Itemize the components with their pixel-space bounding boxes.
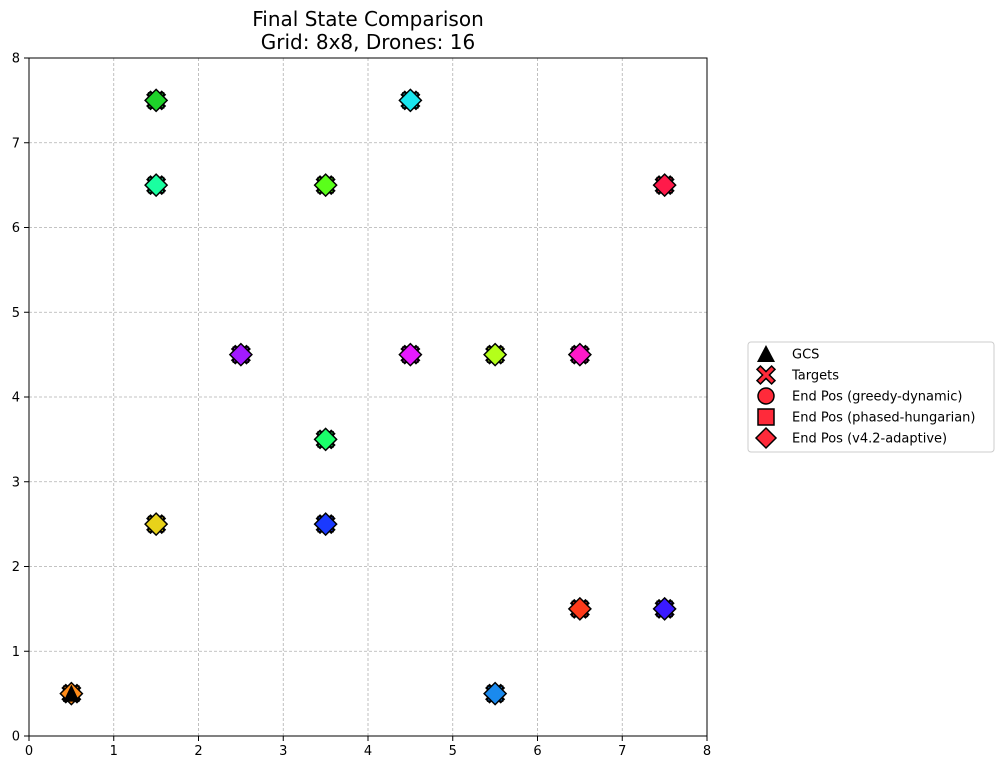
legend-label: End Pos (v4.2-adaptive) [792, 432, 947, 447]
gcs-marker [63, 684, 80, 702]
drone-marker-group [483, 342, 508, 367]
x-tick-label: 0 [25, 744, 33, 759]
drone-marker-group [228, 342, 253, 367]
y-tick-label: 8 [12, 52, 20, 67]
end-pos-v42-adaptive [228, 342, 253, 367]
legend-greedy-dynamic-icon [757, 387, 775, 405]
drone-marker-group [398, 88, 423, 113]
legend-label: Targets [791, 369, 839, 384]
end-pos-v42-adaptive [313, 512, 338, 537]
chart-title-line1: Final State Comparison [252, 7, 484, 31]
y-tick-label: 5 [12, 306, 20, 321]
drone-marker-group [313, 512, 338, 537]
x-tick-label: 6 [533, 744, 541, 759]
drone-marker-group [144, 173, 169, 198]
end-pos-v42-adaptive [567, 342, 592, 367]
end-pos-v42-adaptive [398, 342, 423, 367]
drone-marker-group [567, 596, 592, 621]
end-pos-v42-adaptive [144, 88, 169, 113]
legend-phased-hungarian-icon [757, 408, 775, 426]
drone-marker-group [313, 173, 338, 198]
end-pos-v42-adaptive [483, 342, 508, 367]
end-pos-v42-adaptive [483, 681, 508, 706]
grid-lines [28, 57, 708, 737]
end-pos-v42-adaptive [652, 173, 677, 198]
drone-marker-group [652, 596, 677, 621]
y-tick-label: 0 [12, 730, 20, 745]
drone-markers [59, 88, 677, 706]
y-tick-label: 1 [12, 645, 20, 660]
legend: GCS Targets End Pos (greedy-dynamic) End Po… [747, 341, 995, 453]
x-tick-label: 7 [618, 744, 626, 759]
legend-label: End Pos (phased-hungarian) [792, 411, 976, 426]
x-tick-label: 1 [110, 744, 118, 759]
legend-label: GCS [792, 348, 819, 363]
legend-gcs-icon [757, 345, 775, 362]
y-tick-label: 6 [12, 221, 20, 236]
x-tick-label: 3 [279, 744, 287, 759]
drone-marker-group [567, 342, 592, 367]
legend-box [747, 341, 995, 453]
end-pos-v42-adaptive [398, 88, 423, 113]
x-tick-label: 2 [194, 744, 202, 759]
y-tick-label: 2 [12, 560, 20, 575]
legend-v42-adaptive-icon [754, 426, 778, 450]
end-pos-v42-adaptive [567, 596, 592, 621]
chart-title-line2: Grid: 8x8, Drones: 16 [261, 30, 475, 54]
end-pos-v42-adaptive [313, 427, 338, 452]
drone-marker-group [144, 512, 169, 537]
y-tick-label: 7 [12, 136, 20, 151]
drone-marker-group [398, 342, 423, 367]
x-tick-label: 8 [703, 744, 711, 759]
legend-targets-icon [755, 364, 777, 386]
plot-frame [28, 57, 708, 737]
x-tick-label: 4 [364, 744, 372, 759]
end-pos-v42-adaptive [144, 512, 169, 537]
legend-label: End Pos (greedy-dynamic) [792, 390, 963, 405]
drone-marker-group [652, 173, 677, 198]
drone-marker-group [144, 88, 169, 113]
drone-marker-group [483, 681, 508, 706]
end-pos-v42-adaptive [313, 173, 338, 198]
drone-marker-group [313, 427, 338, 452]
y-tick-label: 4 [12, 391, 20, 406]
axis-ticks: 0 1 2 3 4 5 6 7 8 0 1 2 3 4 5 6 7 8 [12, 52, 711, 760]
x-tick-label: 5 [449, 744, 457, 759]
end-pos-v42-adaptive [144, 173, 169, 198]
end-pos-v42-adaptive [652, 596, 677, 621]
y-tick-label: 3 [12, 475, 20, 490]
